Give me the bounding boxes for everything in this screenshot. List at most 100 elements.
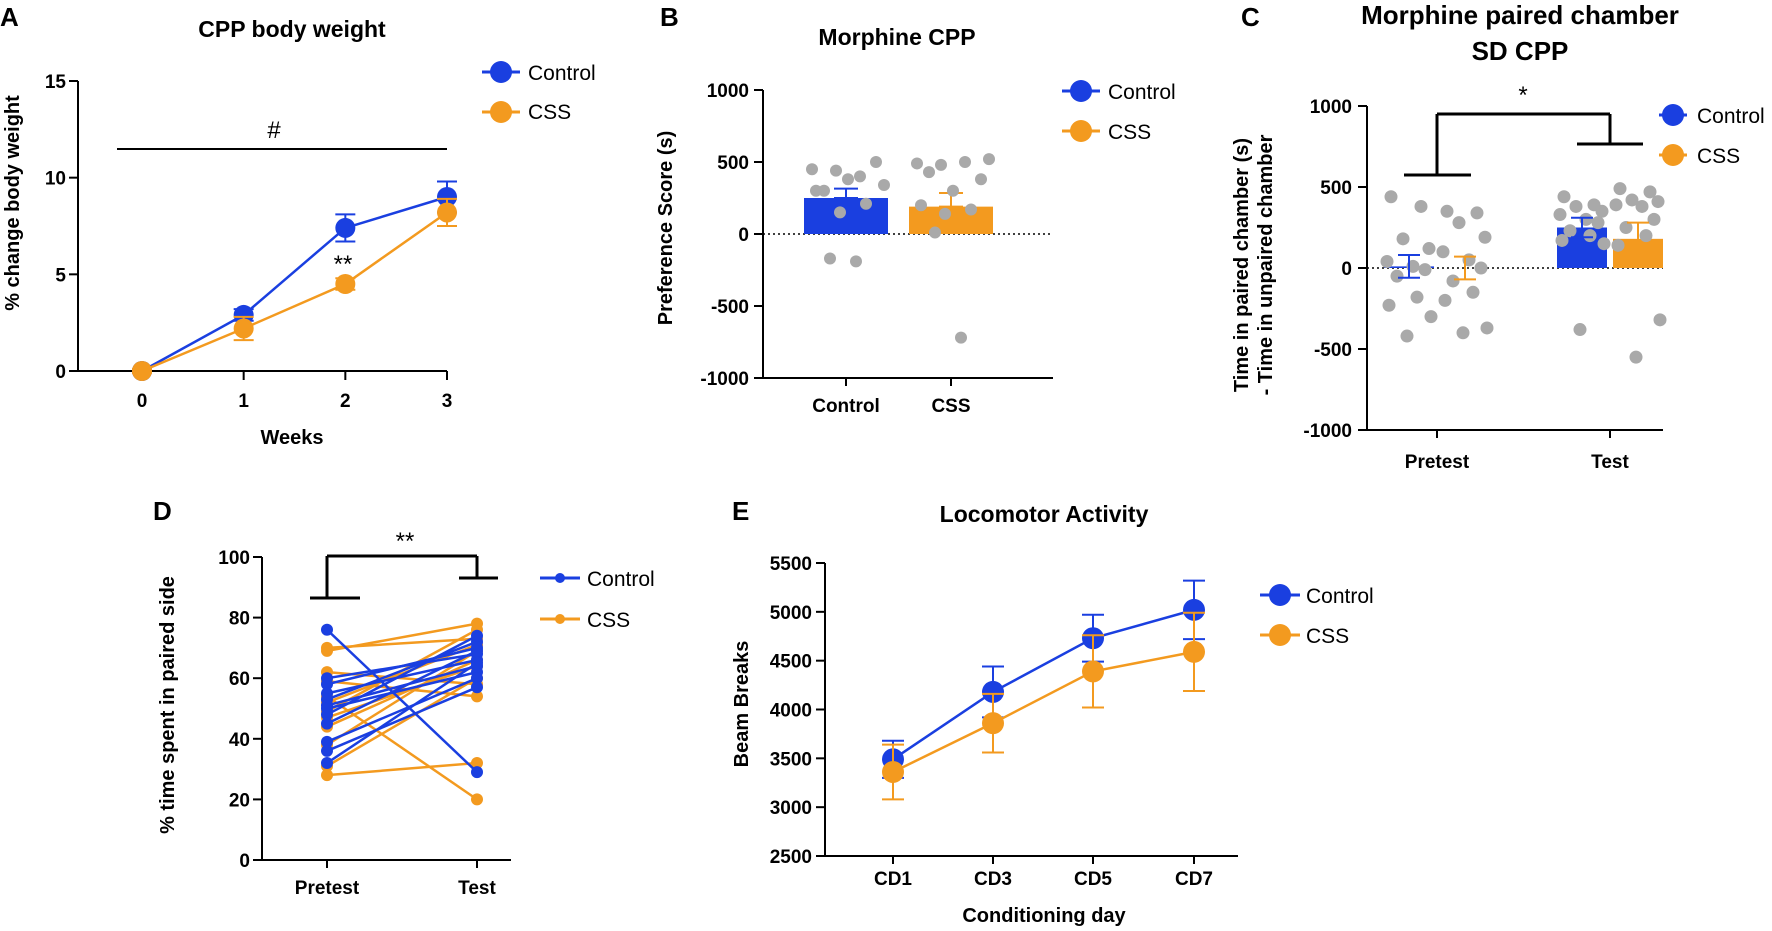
significance-stars: ** — [334, 251, 353, 278]
legend-marker-css — [490, 101, 512, 123]
series-line-control — [141, 195, 448, 373]
individual-point — [1400, 329, 1414, 343]
subject-line-control — [326, 640, 478, 701]
data-point-css — [471, 793, 483, 806]
individual-point — [1436, 245, 1450, 259]
data-point-css — [982, 712, 1004, 735]
individual-point — [1597, 237, 1611, 251]
data-point-css — [882, 761, 904, 784]
legend-marker-css — [555, 614, 565, 624]
x-tick-label: Test — [1591, 452, 1629, 473]
x-tick-label: Pretest — [1405, 452, 1470, 473]
chart-title: Locomotor Activity — [940, 501, 1149, 527]
y-tick-label: 80 — [229, 609, 250, 630]
legend-marker-control — [1269, 584, 1291, 606]
y-tick-label: 5 — [55, 265, 66, 286]
y-axis-label: Beam Breaks — [731, 641, 753, 768]
data-point-control — [321, 757, 333, 770]
individual-point — [1410, 290, 1424, 304]
individual-point — [1553, 208, 1567, 222]
subject-line-css — [326, 677, 478, 768]
y-axis-label: % change body weight — [2, 95, 24, 311]
chart-marks: 2500 3000 3500 4000 4500 5000 5500 CD1 CD3 CD5 CD7 — [770, 554, 1238, 890]
data-point-css — [233, 318, 254, 339]
x-axis-label: Conditioning day — [962, 905, 1126, 927]
individual-point — [1569, 199, 1583, 213]
y-tick-label: 4000 — [770, 701, 812, 722]
chart-subtitle: SD CPP — [1472, 36, 1569, 66]
individual-point — [1611, 238, 1625, 252]
chart-title: Morphine paired chamber — [1361, 0, 1679, 30]
y-axis-label: % time spent in paired side — [157, 576, 179, 834]
individual-point — [1396, 232, 1410, 246]
individual-point — [935, 158, 947, 171]
legend-label-css: CSS — [528, 101, 571, 124]
individual-point — [1438, 293, 1452, 307]
individual-point — [1480, 321, 1494, 335]
y-tick-label: 1000 — [1310, 97, 1352, 118]
x-tick-label: 1 — [238, 391, 249, 412]
legend-label-css: CSS — [587, 609, 630, 632]
data-point-control — [982, 680, 1004, 703]
x-tick-label: 2 — [340, 391, 351, 412]
chart-marks: 1000 500 0 -500 -1000 Pretest Test — [1303, 97, 1667, 473]
legend: Control CSS — [1062, 80, 1176, 144]
chart-marks: 1000 500 0 -500 -1000 Control CSS — [700, 81, 1053, 417]
panel-letter: D — [153, 496, 172, 526]
series-line-css — [892, 650, 1195, 774]
individual-point — [834, 206, 846, 219]
data-point-css — [471, 757, 483, 770]
panel-d: D % time spent in paired side ** 0 20 40 60… — [153, 496, 655, 899]
x-tick-label: CD5 — [1074, 869, 1112, 890]
x-tick-label: CD1 — [874, 869, 912, 890]
individual-point — [842, 173, 854, 186]
y-tick-label: -1000 — [700, 369, 749, 390]
individual-point — [860, 197, 872, 210]
y-tick-label: 100 — [218, 548, 250, 569]
individual-point — [854, 170, 866, 183]
individual-point — [1418, 263, 1432, 277]
individual-point — [1643, 185, 1657, 199]
data-point-control — [321, 735, 333, 748]
legend-marker-control — [1070, 80, 1092, 102]
y-tick-label: 500 — [717, 153, 749, 174]
x-tick-label: 0 — [137, 391, 148, 412]
series-line-control — [892, 608, 1195, 761]
individual-point — [1647, 212, 1661, 226]
data-point-control — [335, 217, 356, 238]
panel-letter: E — [732, 496, 749, 526]
y-tick-label: 0 — [55, 362, 66, 383]
data-point-css — [437, 202, 457, 223]
individual-point — [1440, 204, 1454, 218]
individual-point — [810, 184, 822, 197]
legend: Control CSS — [1659, 104, 1765, 168]
individual-point — [947, 184, 959, 197]
individual-point — [824, 252, 836, 265]
data-point-control — [321, 678, 333, 691]
data-point-control — [437, 187, 457, 207]
subject-line-control — [326, 662, 478, 765]
individual-point — [1390, 269, 1404, 283]
individual-point — [1380, 255, 1394, 269]
x-tick-label: CD3 — [974, 869, 1012, 890]
individual-point — [1470, 206, 1484, 220]
bar-css — [909, 206, 993, 234]
data-point-control — [321, 708, 333, 721]
y-tick-label: 20 — [229, 790, 250, 811]
legend-label-control: Control — [1108, 81, 1176, 104]
subject-line-control — [326, 646, 478, 686]
data-point-control — [471, 672, 483, 685]
y-tick-label: 15 — [45, 72, 67, 93]
y-axis-label-line-1: Time in paired chamber (s) — [1231, 138, 1253, 392]
y-axis-label: Preference Score (s) — [655, 131, 677, 326]
individual-point — [1414, 199, 1428, 213]
legend-marker-css — [1662, 144, 1684, 166]
panel-e: E Locomotor Activity Beam Breaks Conditi… — [731, 496, 1374, 927]
data-point-css — [335, 274, 356, 294]
x-tick-label: CSS — [931, 396, 970, 417]
individual-point — [1474, 261, 1488, 275]
individual-point — [1478, 230, 1492, 244]
individual-point — [955, 331, 967, 344]
individual-point — [1424, 310, 1438, 324]
